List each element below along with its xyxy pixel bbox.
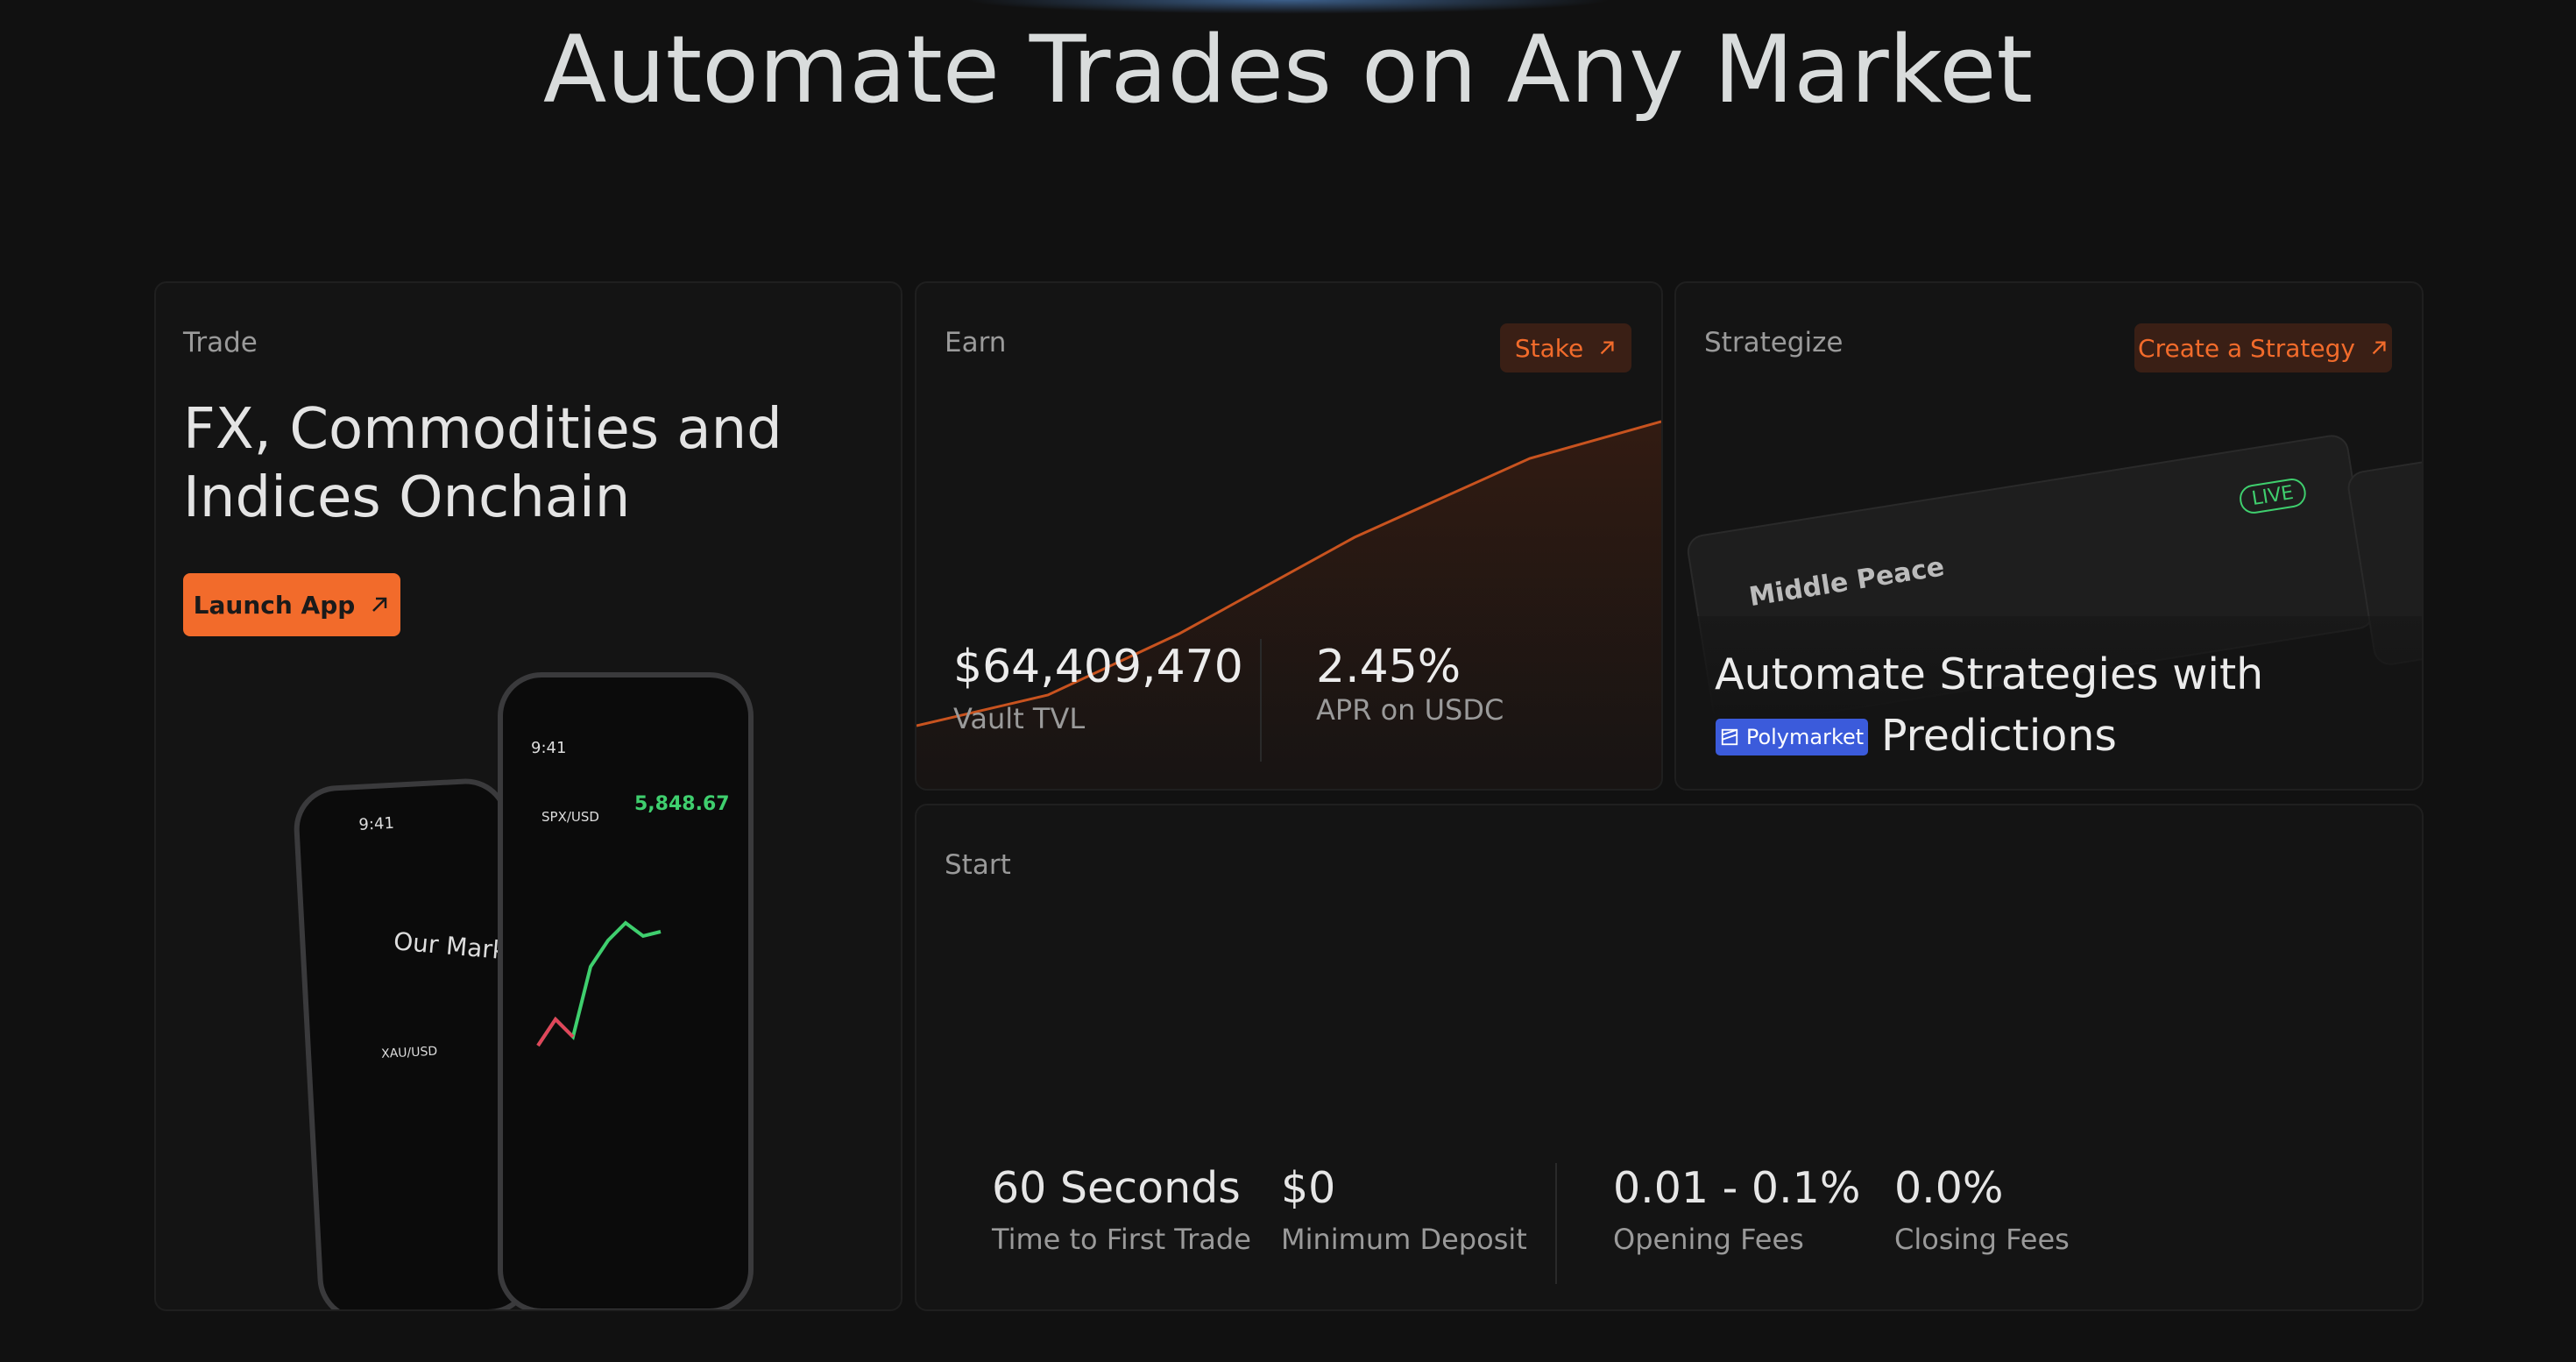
stat-label: Closing Fees [1894, 1223, 2070, 1256]
stat-label: APR on USDC [1316, 693, 1504, 727]
card-heading: Predictions [1881, 711, 2117, 761]
button-text[interactable]: Stake [1514, 333, 1584, 363]
stat-label: Vault TVL [953, 702, 1086, 735]
strategize-card: Strategize Create a Strategy Middle Peac… [1674, 281, 2424, 791]
polymarket-icon [1721, 728, 1737, 746]
stat-value: 60 Seconds [992, 1163, 1241, 1213]
stat-value: $0 [1281, 1163, 1336, 1213]
phone-pair: XAU/USD [380, 1044, 438, 1061]
stake-button[interactable]: Stake [1500, 323, 1631, 372]
card-label: Earn [945, 327, 1007, 358]
polymarket-badge: Polymarket [1716, 719, 1868, 755]
live-badge: LIVE [2237, 476, 2308, 516]
stat-value: 0.0% [1894, 1163, 2004, 1213]
create-strategy-button[interactable]: Create a Strategy [2134, 323, 2392, 372]
candles [536, 920, 662, 1047]
earn-card: Earn Stake $64,409,470 Vault TVL 2.45% A… [915, 281, 1663, 791]
phone-price: 5,848.67 [634, 793, 730, 815]
top-glow [964, 0, 1612, 14]
divider [1260, 639, 1262, 762]
card-heading: Automate Strategies with [1715, 649, 2264, 699]
stat-label: Time to First Trade [992, 1223, 1251, 1256]
phone-pair: SPX/USD [541, 809, 599, 825]
page-title: Automate Trades on Any Market [542, 16, 2034, 124]
trade-card: Trade FX, Commodities and Indices Onchain… [154, 281, 902, 1311]
button-text[interactable]: Create a Strategy [2138, 333, 2355, 363]
phone-front: 9:41 SPX/USD 5,848.67 [498, 672, 754, 1309]
card-heading: FX, Commodities and Indices Onchain [183, 395, 796, 532]
stat-label: Opening Fees [1613, 1223, 1804, 1256]
stat-value: $64,409,470 [953, 641, 1243, 693]
market-title: Middle Peace [1746, 551, 1947, 614]
arrow-icon [2372, 341, 2386, 355]
heading-line: Indices Onchain [183, 465, 631, 530]
card-label: Start [945, 849, 1011, 881]
phone-time: 9:41 [531, 739, 567, 757]
arrow-icon [1600, 341, 1614, 355]
stat-value: 0.01 - 0.1% [1613, 1163, 1861, 1213]
arrow-icon [372, 597, 387, 612]
heading-line: FX, Commodities and [183, 397, 782, 462]
start-card: Start 60 Seconds Time to First Trade $0 … [915, 804, 2424, 1311]
button-text[interactable]: Launch App [193, 590, 356, 620]
divider [1555, 1163, 1557, 1284]
stat-label: Minimum Deposit [1281, 1223, 1527, 1256]
stat-value: 2.45% [1316, 641, 1461, 693]
card-label: Strategize [1704, 327, 1844, 358]
tvl-chart [916, 420, 1661, 789]
badge-text: Polymarket [1745, 725, 1865, 749]
launch-app-button[interactable]: Launch App [183, 573, 400, 636]
phone-time: 9:41 [357, 813, 395, 834]
fade [1676, 616, 2422, 789]
card-label: Trade [183, 327, 258, 358]
